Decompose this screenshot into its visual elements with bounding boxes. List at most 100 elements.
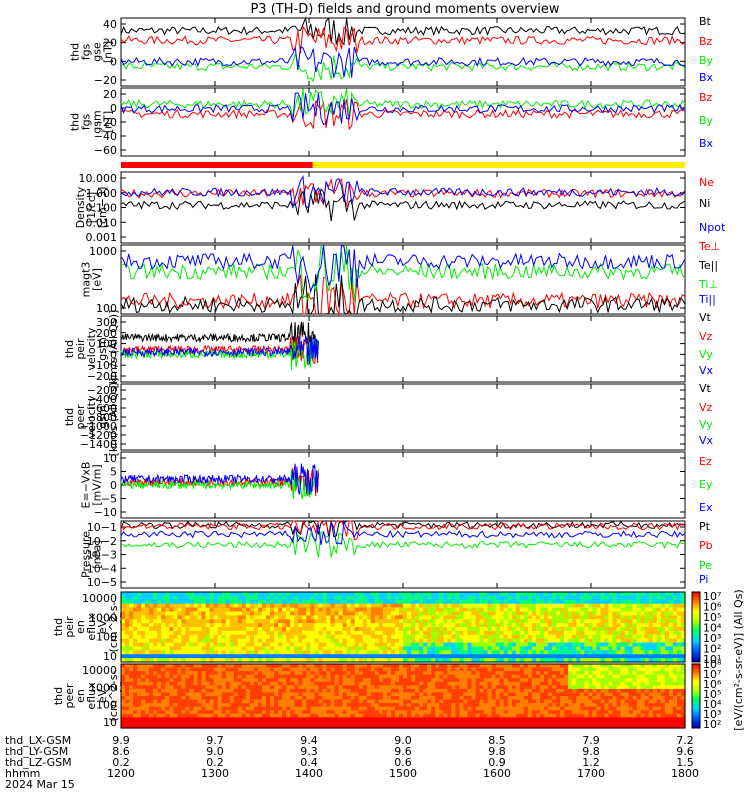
spectrogram-cell [314,619,319,624]
spectrogram-cell [334,619,340,624]
spectrogram-cell [370,599,376,605]
spectrogram-cell [270,603,275,609]
spectrogram-cell [483,627,489,632]
spectrogram-cell [121,667,126,672]
spectrogram-cell [330,603,336,609]
spectrogram-cell [672,658,678,663]
spectrogram-cell [680,646,686,651]
spectrogram-cell [253,692,259,697]
spectrogram-cell [386,664,392,669]
spectrogram-cell [471,642,477,648]
spectrogram-cell [507,703,513,708]
spectrogram-cell [306,650,311,655]
spectrogram-cell [286,599,291,605]
spectrogram-cell [548,634,553,640]
spectrogram-cell [221,678,227,683]
spectrogram-cell [249,658,255,663]
spectrogram-cell [515,623,521,628]
spectrogram-cell [628,646,634,651]
spectrogram-cell [185,688,191,694]
spectrogram-cell [560,699,565,704]
spectrogram-cell [358,720,364,726]
spectrogram-cell [294,681,299,686]
spectrogram-cell [580,671,585,676]
series-line-Vt [120,321,319,354]
spectrogram-cell [487,720,493,726]
spectrogram-cell [568,685,573,690]
spectrogram-cell [145,724,150,729]
spectrogram-cell [475,603,481,609]
spectrogram-cell [415,603,420,609]
spectrogram-cell [443,599,448,605]
spectrogram-cell [431,710,436,715]
spectrogram-cell [511,667,517,672]
spectrogram-cell [137,685,142,690]
spectrogram-cell [640,623,646,628]
spectrogram-cell [604,638,610,644]
spectrogram-cell [439,627,444,632]
spectrogram-cell [507,603,513,609]
spectrogram-cell [201,623,207,628]
spectrogram-cell [318,619,324,624]
spectrogram-cell [548,678,553,683]
spectrogram-cell [407,724,412,729]
spectrogram-cell [137,696,142,701]
spectrogram-cell [141,638,146,644]
spectrogram-cell [274,615,279,620]
spectrogram-cell [318,664,324,669]
spectrogram-cell [290,667,295,672]
y-tick-label: 20 [103,37,117,50]
spectrogram-cell [572,654,577,659]
spectrogram-cell [266,595,271,601]
spectrogram-cell [427,706,432,711]
spectrogram-cell [568,627,573,632]
spectrogram-cell [217,699,223,704]
spectrogram-cell [225,685,231,690]
series-line-Pe [120,530,685,558]
spectrogram-cell [390,630,396,636]
spectrogram-cell [209,642,215,648]
spectrogram-cell [378,674,384,679]
spectrogram-cell [515,696,521,701]
spectrogram-cell [556,627,561,632]
spectrogram-cell [415,688,420,694]
y-tick-label: −20 [94,116,117,129]
spectrogram-cell [640,642,646,648]
spectrogram-cell [467,671,473,676]
spectrogram-cell [451,650,456,655]
spectrogram-cell [507,724,513,729]
spectrogram-cell [548,627,553,632]
spectrogram-cell [286,654,291,659]
spectrogram-cell [334,603,340,609]
spectrogram-cell [668,595,674,601]
spectrogram-cell [185,667,191,672]
spectrogram-cell [318,678,324,683]
spectrogram-cell [177,664,183,669]
spectrogram-cell [302,607,307,613]
spectrogram-cell [467,630,473,636]
spectrogram-cell [455,681,460,686]
spectrogram-cell [366,699,372,704]
spectrogram-cell [439,630,444,636]
spectrogram-cell [362,724,368,729]
spectrogram-cell [572,642,577,648]
spectrogram-cell [604,607,610,613]
spectrogram-cell [600,623,606,628]
spectrogram-cell [233,685,239,690]
spectrogram-cell [531,706,537,711]
spectrogram-cell [398,599,404,605]
spectrogram-cell [121,599,126,605]
spectrogram-cell [121,717,126,722]
series-line-Bx [120,45,686,78]
spectrogram-cell [346,674,352,679]
spectrogram-cell [266,706,271,711]
spectrogram-cell [431,642,436,648]
spectrogram-cell [531,713,537,718]
spectrogram-cell [270,642,275,648]
spectrogram-cell [286,603,291,609]
spectrogram-cell [125,688,130,694]
spectrogram-cell [245,667,251,672]
spectrogram-cell [471,654,477,659]
